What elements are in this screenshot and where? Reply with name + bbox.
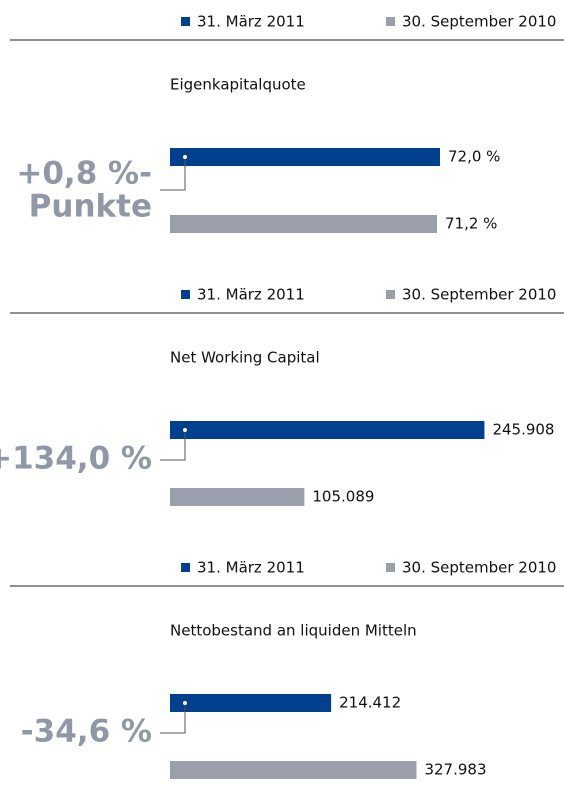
bar xyxy=(170,694,332,712)
connector-dot xyxy=(183,428,187,432)
legend-label: 30. September 2010 xyxy=(402,13,556,31)
legend-swatch xyxy=(386,290,395,299)
bar xyxy=(170,761,417,779)
legend-label: 30. September 2010 xyxy=(402,286,556,304)
value-label: 71,2 % xyxy=(445,215,497,233)
chart-title: Nettobestand an liquiden Mitteln xyxy=(170,622,417,640)
connector-dot xyxy=(183,155,187,159)
legend-swatch xyxy=(181,290,190,299)
legend-swatch xyxy=(181,17,190,26)
chart-title: Net Working Capital xyxy=(170,349,320,367)
legend-label: 31. März 2011 xyxy=(197,13,305,31)
connector-dot xyxy=(183,701,187,705)
legend-label: 31. März 2011 xyxy=(197,559,305,577)
bar xyxy=(170,148,440,166)
chart-title: Eigenkapitalquote xyxy=(170,76,306,94)
value-label: 327.983 xyxy=(424,761,486,779)
legend-label: 31. März 2011 xyxy=(197,286,305,304)
connector xyxy=(160,157,186,191)
annotation: Punkte xyxy=(29,189,152,225)
bar xyxy=(170,488,305,506)
connector xyxy=(160,430,186,461)
bar xyxy=(170,215,437,233)
value-label: 245.908 xyxy=(492,421,554,439)
connector xyxy=(160,703,186,734)
value-label: 214.412 xyxy=(339,694,401,712)
annotation: -34,6 % xyxy=(21,714,152,750)
value-label: 105.089 xyxy=(312,488,374,506)
legend-swatch xyxy=(386,17,395,26)
value-label: 72,0 % xyxy=(448,148,500,166)
annotation: +0,8 %- xyxy=(16,156,152,192)
bar xyxy=(170,421,485,439)
legend-swatch xyxy=(386,563,395,572)
legend-label: 30. September 2010 xyxy=(402,559,556,577)
legend-swatch xyxy=(181,563,190,572)
annotation: +134,0 % xyxy=(0,441,152,477)
